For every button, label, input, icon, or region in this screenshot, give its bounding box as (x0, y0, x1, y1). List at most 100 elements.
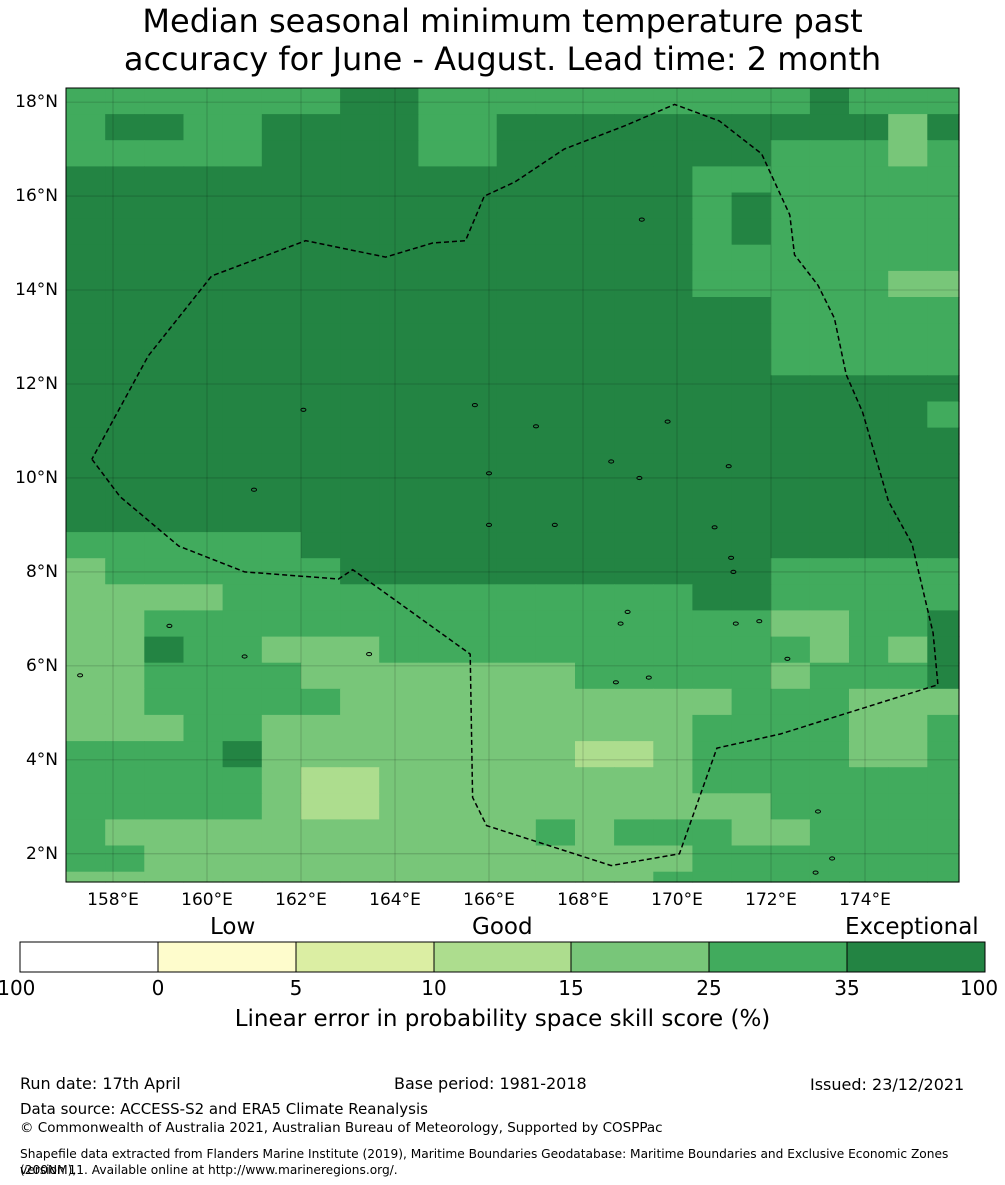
skill-cell (66, 688, 106, 716)
skill-cell (105, 323, 145, 350)
skill-cell (653, 166, 694, 194)
skill-cell (849, 166, 889, 194)
skill-cell (418, 218, 459, 246)
skill-cell (222, 845, 263, 873)
skill-cell (183, 636, 224, 664)
skill-cell (144, 506, 185, 533)
skill-cell (261, 871, 302, 883)
map-frame (65, 87, 960, 883)
skill-cell (809, 479, 850, 507)
lat-label: 2°N (25, 843, 58, 864)
skill-cell (692, 270, 733, 298)
skill-cell (927, 636, 960, 664)
skill-cell (105, 714, 145, 742)
skill-cell (183, 270, 224, 298)
colorbar-tick-label: 10 (421, 976, 447, 1000)
data-source: Data source: ACCESS-S2 and ERA5 Climate … (20, 1100, 428, 1118)
skill-cell (849, 767, 889, 794)
skill-cell (535, 506, 576, 533)
skill-cell (692, 662, 733, 690)
skill-cell (66, 114, 106, 141)
skill-cell (927, 819, 960, 847)
colorbar-tick-label: -100 (0, 976, 36, 1000)
skill-cell (418, 819, 459, 847)
skill-cell (692, 479, 733, 507)
island (636, 475, 643, 481)
skill-cell (261, 375, 302, 402)
colorbar-tick-label: 25 (696, 976, 722, 1000)
skill-cell (731, 270, 772, 298)
skill-cell (809, 558, 850, 585)
skill-cell (66, 584, 106, 611)
skill-cell (340, 662, 380, 690)
skill-cell (183, 166, 224, 194)
skill-cell (66, 218, 106, 246)
skill-cell (731, 662, 772, 690)
skill-cell (105, 741, 145, 768)
skill-cell (340, 506, 380, 533)
skill-cell (144, 192, 185, 220)
skill-cell (692, 192, 733, 220)
skill-cell (653, 114, 694, 141)
skill-cell (300, 114, 341, 141)
island (486, 471, 492, 476)
skill-cell (849, 349, 889, 376)
skill-cell (653, 349, 694, 376)
skill-cell (105, 688, 145, 716)
skill-cell (144, 688, 185, 716)
skill-cell (927, 871, 960, 883)
island (300, 407, 307, 412)
skill-cell (849, 453, 889, 481)
skill-cell (731, 793, 772, 820)
skill-cell (575, 819, 615, 847)
skill-cell (457, 688, 498, 716)
skill-cell (66, 793, 106, 820)
skill-cell (261, 532, 302, 559)
skill-cell (575, 479, 615, 507)
lat-label: 14°N (15, 280, 58, 301)
skill-cell (653, 375, 694, 402)
island (471, 403, 478, 408)
base-period: Base period: 1981-2018 (394, 1074, 587, 1093)
skill-cell (105, 270, 145, 298)
island (77, 673, 84, 678)
island (812, 870, 819, 875)
skill-cell (261, 166, 302, 194)
skill-cell (222, 767, 263, 794)
skill-cell (379, 767, 419, 794)
skill-cell (261, 506, 302, 533)
skill-cell (183, 427, 224, 455)
skill-cell (809, 192, 850, 220)
skill-cell (300, 871, 341, 883)
skill-cell (692, 453, 733, 481)
skill-cell (849, 871, 889, 883)
skill-cell (340, 741, 380, 768)
skill-cell (379, 819, 419, 847)
skill-cell (457, 375, 498, 402)
skill-cell (457, 741, 498, 768)
skill-cell (809, 610, 850, 638)
skill-cell (575, 584, 615, 611)
skill-cell (300, 584, 341, 611)
skill-cell (300, 192, 341, 220)
skill-cell (144, 741, 185, 768)
skill-cell (105, 636, 145, 664)
skill-cell (300, 375, 341, 402)
skill-cell (379, 401, 419, 429)
skill-cell (888, 871, 928, 883)
skill-cell (222, 714, 263, 742)
skill-cell (927, 427, 960, 455)
island (533, 424, 539, 429)
skill-cell (575, 166, 615, 194)
skill-cell (888, 793, 928, 820)
skill-cell (496, 270, 537, 298)
skill-cell (653, 479, 694, 507)
skill-cell (261, 401, 302, 429)
skill-cell (457, 166, 498, 194)
skill-cell (770, 114, 811, 141)
skill-cell (379, 636, 419, 664)
skill-cell (379, 192, 419, 220)
skill-cell (340, 610, 380, 638)
skill-cell (261, 297, 302, 324)
skill-cell (340, 349, 380, 376)
